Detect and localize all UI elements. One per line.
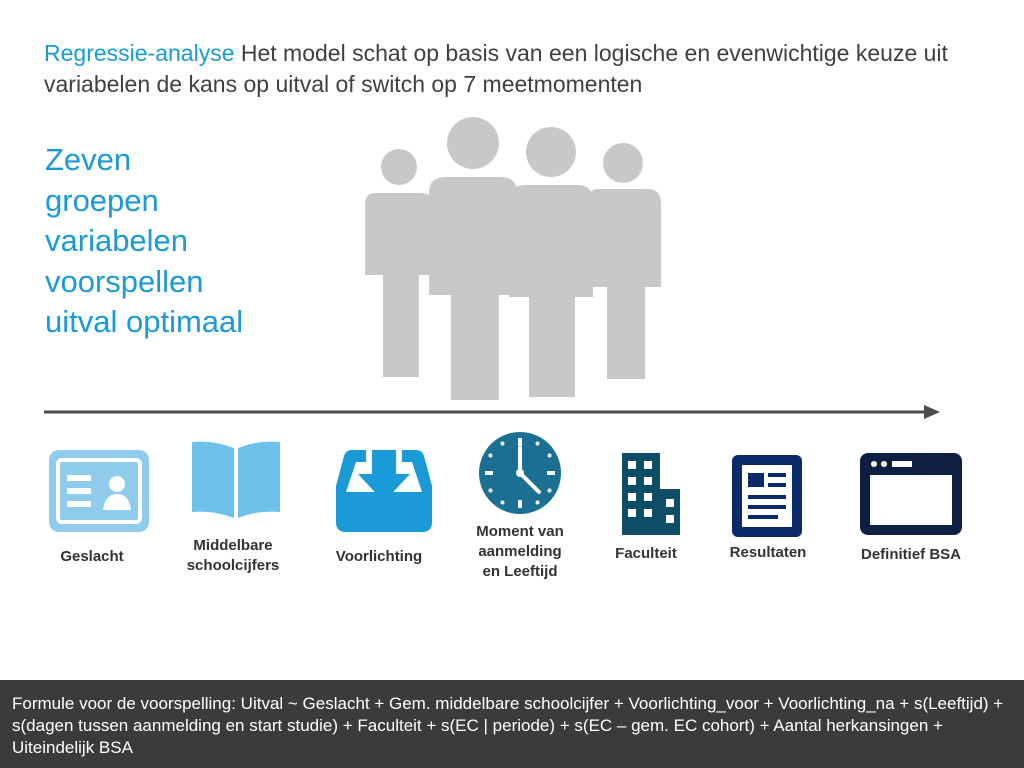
heading-text: Het model schat op basis van een logisch… xyxy=(44,40,948,97)
document-icon xyxy=(732,455,802,537)
download-tray-icon xyxy=(336,450,432,532)
id-card-icon xyxy=(49,450,149,532)
heading-accent: Regressie-analyse xyxy=(44,40,235,66)
people-group-icon xyxy=(365,117,661,400)
person-body xyxy=(587,189,661,379)
timeline-arrow xyxy=(44,405,940,419)
label-middelbare-schoolcijfers: Middelbare schoolcijfers xyxy=(186,537,280,574)
label-definitief-bsa: Definitief BSA xyxy=(860,546,961,563)
label-faculteit: Faculteit xyxy=(615,545,677,562)
formula-text: Formule voor de voorspelling: Uitval ~ G… xyxy=(12,694,1004,757)
person-body xyxy=(429,177,517,400)
slide-heading: Regressie-analyse Het model schat op bas… xyxy=(44,38,1004,100)
headline: Zeven groepen variabelen voorspellen uit… xyxy=(45,140,243,343)
person-head xyxy=(526,127,576,177)
person-body xyxy=(365,193,433,377)
headline-line: Zeven xyxy=(45,142,132,177)
label-voorlichting: Voorlichting xyxy=(335,548,423,565)
headline-line: voorspellen xyxy=(45,263,204,299)
open-book-icon xyxy=(192,441,280,522)
person-head xyxy=(447,117,499,169)
browser-window-icon xyxy=(860,453,962,535)
label-geslacht: Geslacht xyxy=(60,548,124,565)
person-head xyxy=(603,143,643,183)
person-head xyxy=(381,149,417,185)
label-resultaten: Resultaten xyxy=(729,544,807,561)
headline-line: uitval optimaal xyxy=(45,304,244,339)
headline-line: groepen xyxy=(45,182,159,218)
clock-icon xyxy=(479,432,561,514)
headline-line: variabelen xyxy=(45,223,189,258)
person-body xyxy=(509,185,593,397)
building-icon xyxy=(622,453,680,535)
label-moment-van-aanmelding: Moment van aanmelding en Leeftijd xyxy=(476,523,564,580)
formula-bar: Formule voor de voorspelling: Uitval ~ G… xyxy=(0,680,1024,768)
